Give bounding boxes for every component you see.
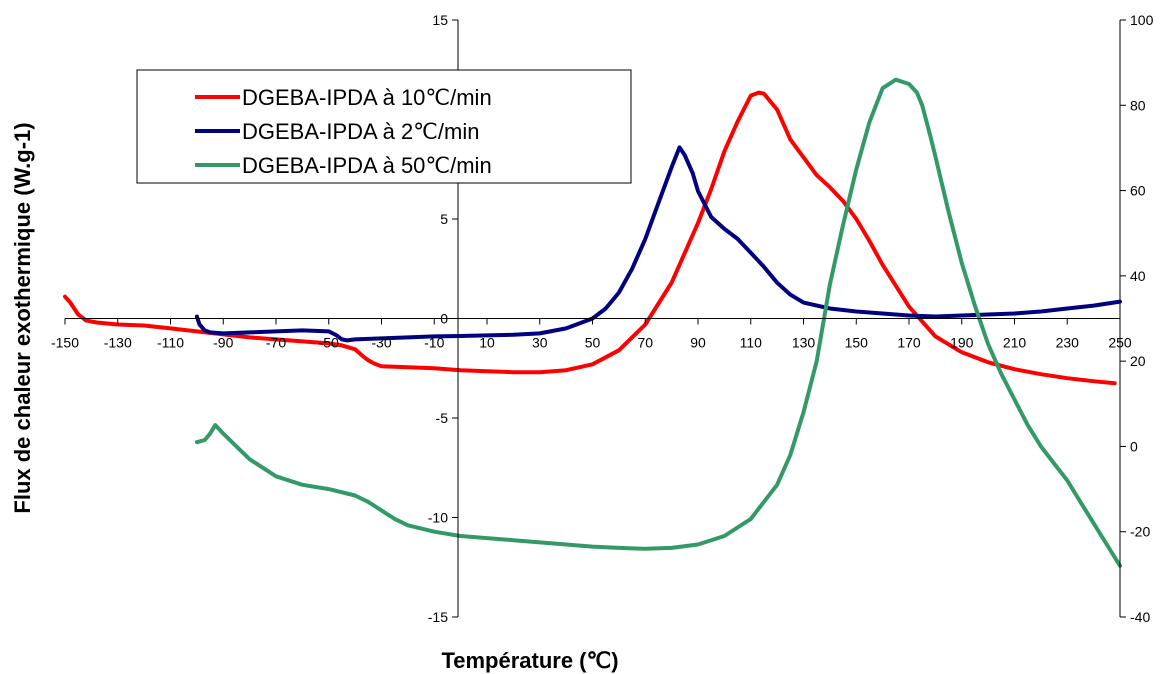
y2-tick-label: 80 [1130, 97, 1146, 113]
legend-label: DGEBA-IPDA à 50℃/min [242, 153, 492, 178]
axes: -15 -10 -50 5 10 15 -40 -20 0 20 40 60 80 100 -150 -130… [51, 12, 1154, 625]
legend-label: DGEBA-IPDA à 2℃/min [242, 119, 479, 144]
x-tick-label: -50 [319, 335, 339, 351]
x-tick-label: 70 [637, 335, 653, 351]
x-tick-label: 190 [950, 335, 974, 351]
x-tick-label: 210 [1003, 335, 1027, 351]
y2-tick-label: 20 [1130, 353, 1146, 369]
y2-tick-label: 0 [1130, 438, 1138, 454]
x-tick-label: 50 [585, 335, 601, 351]
x-tick-label: 90 [690, 335, 706, 351]
y-tick-label: -15 [428, 609, 448, 625]
x-tick-label: 110 [740, 335, 763, 351]
x-tick-label: -110 [157, 335, 184, 351]
y-tick-label: -10 [428, 510, 448, 526]
y2-tick-label: 40 [1130, 268, 1146, 284]
x-tick-label: -70 [266, 335, 286, 351]
y2-tick-label: -40 [1130, 609, 1150, 625]
y2-tick-label: 60 [1130, 183, 1146, 199]
plot-lines [63, 77, 1122, 568]
y-tick-label: 5 [440, 211, 448, 227]
x-tick-label: 10 [479, 335, 495, 351]
x-tick-label: 30 [532, 335, 548, 351]
x-axis-title: Température (℃) [441, 648, 618, 673]
x-tick-label: -150 [51, 335, 79, 351]
x-tick-label: 170 [897, 335, 921, 351]
legend-label: DGEBA-IPDA à 10℃/min [242, 85, 492, 110]
x-tick-label: -30 [371, 335, 391, 351]
series-line-1 [194, 145, 1122, 343]
x-tick-label: -90 [213, 335, 233, 351]
x-tick-label: -130 [104, 335, 132, 351]
y-tick-label: -5 [436, 410, 449, 426]
y2-tick-label: 100 [1130, 12, 1154, 28]
legend: DGEBA-IPDA à 10℃/min DGEBA-IPDA à 2℃/min D… [136, 69, 632, 184]
x-tick-label: 230 [1056, 335, 1080, 351]
y-axis-title: Flux de chaleur exothermique (W.g-1) [10, 122, 35, 513]
series-line-2 [194, 77, 1122, 568]
y2-tick-label: -20 [1130, 524, 1150, 540]
x-tick-label: 130 [792, 335, 816, 351]
x-tick-label: 150 [845, 335, 869, 351]
x-tick-label: 250 [1108, 335, 1132, 351]
x-tick-label: -10 [424, 335, 444, 351]
y-tick-label: 15 [432, 12, 448, 28]
